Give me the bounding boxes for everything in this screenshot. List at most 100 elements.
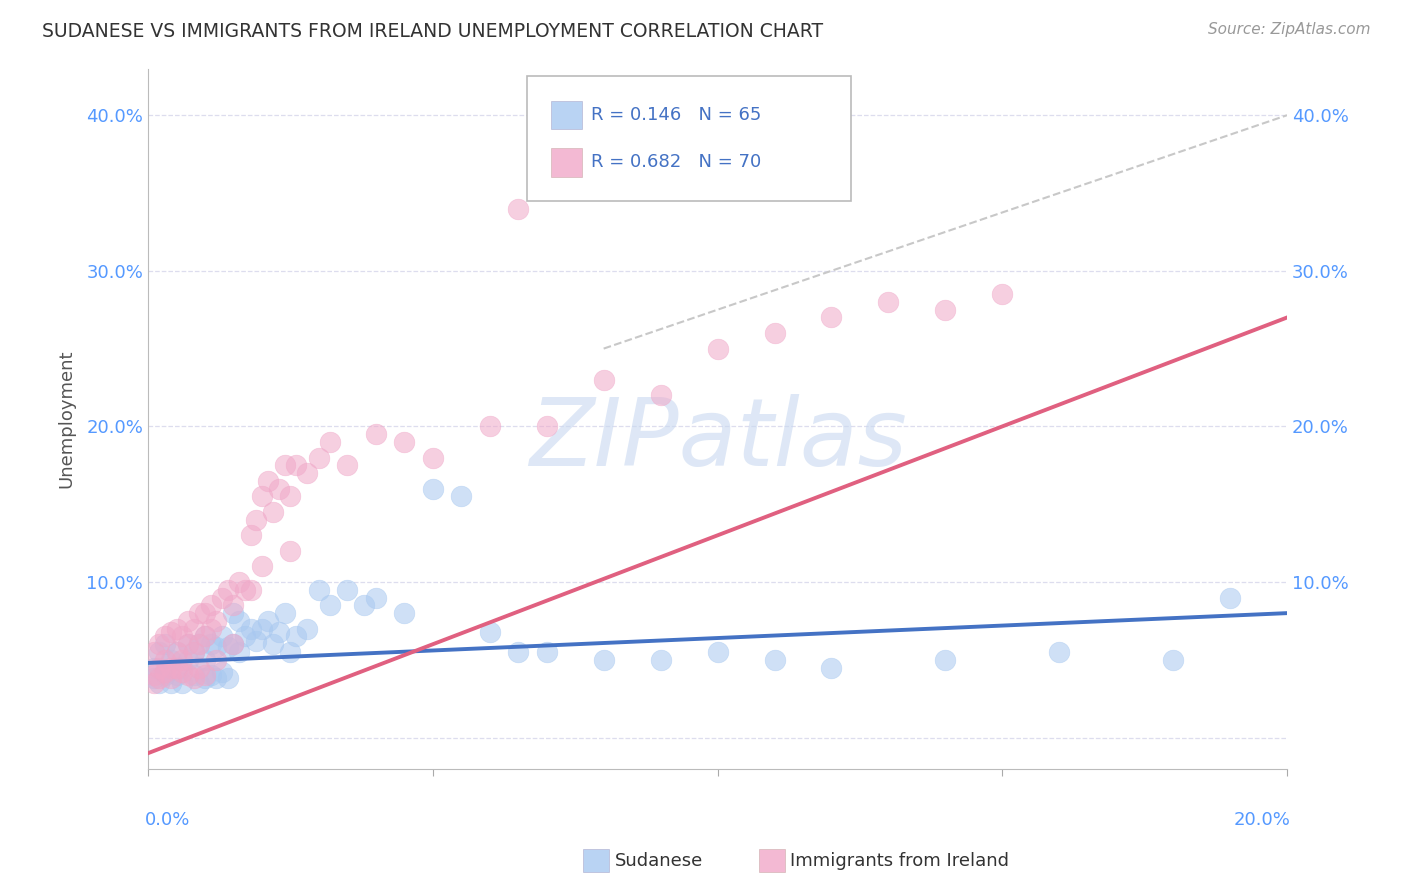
Point	[536, 645, 558, 659]
Point	[250, 490, 273, 504]
Point	[159, 672, 181, 686]
Point	[166, 668, 188, 682]
Point	[194, 653, 217, 667]
Point	[820, 660, 842, 674]
Point	[1161, 653, 1184, 667]
Point	[934, 302, 956, 317]
Point	[172, 665, 194, 680]
Point	[650, 388, 672, 402]
Point	[1047, 645, 1070, 659]
Point	[166, 622, 188, 636]
Point	[200, 637, 222, 651]
Text: ZIPatlas: ZIPatlas	[529, 394, 907, 485]
Point	[706, 645, 728, 659]
Point	[285, 458, 308, 473]
Point	[228, 614, 250, 628]
Point	[478, 624, 501, 639]
Text: R = 0.682   N = 70: R = 0.682 N = 70	[591, 153, 761, 171]
Point	[364, 427, 387, 442]
Point	[166, 645, 188, 659]
Point	[1219, 591, 1241, 605]
Point	[297, 466, 319, 480]
Point	[450, 490, 472, 504]
Point	[205, 653, 228, 667]
Point	[394, 606, 416, 620]
Point	[256, 474, 278, 488]
Point	[148, 660, 170, 674]
Point	[142, 668, 165, 682]
Point	[211, 665, 233, 680]
Point	[172, 660, 194, 674]
Point	[188, 606, 211, 620]
Point	[194, 606, 217, 620]
Point	[172, 653, 194, 667]
Point	[159, 624, 181, 639]
Point	[280, 544, 302, 558]
Point	[222, 606, 245, 620]
Point	[159, 676, 181, 690]
Point	[280, 645, 302, 659]
Point	[194, 630, 217, 644]
Point	[183, 645, 205, 659]
Point	[262, 505, 284, 519]
Point	[222, 637, 245, 651]
Point	[188, 660, 211, 674]
Point	[273, 458, 295, 473]
Point	[200, 622, 222, 636]
Point	[336, 582, 359, 597]
Point	[319, 434, 342, 449]
Point	[188, 637, 211, 651]
Point	[245, 513, 267, 527]
Point	[166, 645, 188, 659]
Point	[205, 672, 228, 686]
Point	[319, 599, 342, 613]
Point	[592, 373, 614, 387]
Point	[273, 606, 295, 620]
Point	[159, 660, 181, 674]
Point	[217, 672, 239, 686]
Point	[250, 622, 273, 636]
Point	[217, 582, 239, 597]
Point	[142, 645, 165, 659]
Point	[820, 310, 842, 325]
Point	[205, 640, 228, 655]
Point	[217, 640, 239, 655]
Point	[364, 591, 387, 605]
Point	[233, 582, 256, 597]
Point	[142, 672, 165, 686]
Point	[153, 630, 176, 644]
Point	[177, 614, 200, 628]
Point	[153, 665, 176, 680]
Point	[763, 653, 786, 667]
Point	[148, 645, 170, 659]
Point	[267, 482, 290, 496]
Point	[153, 668, 176, 682]
Point	[650, 653, 672, 667]
Point	[239, 528, 262, 542]
Point	[183, 672, 205, 686]
Y-axis label: Unemployment: Unemployment	[58, 350, 75, 488]
Point	[706, 342, 728, 356]
Point	[159, 653, 181, 667]
Point	[200, 599, 222, 613]
Point	[183, 668, 205, 682]
Point	[172, 630, 194, 644]
Point	[153, 653, 176, 667]
Point	[262, 637, 284, 651]
Point	[177, 668, 200, 682]
Point	[183, 622, 205, 636]
Point	[877, 294, 900, 309]
Point	[148, 672, 170, 686]
Point	[308, 582, 330, 597]
Point	[508, 645, 530, 659]
Point	[177, 637, 200, 651]
Point	[508, 202, 530, 216]
Point	[211, 630, 233, 644]
Text: Source: ZipAtlas.com: Source: ZipAtlas.com	[1208, 22, 1371, 37]
Point	[233, 630, 256, 644]
Point	[422, 482, 444, 496]
Point	[228, 574, 250, 589]
Point	[194, 672, 217, 686]
Point	[308, 450, 330, 465]
Point	[256, 614, 278, 628]
